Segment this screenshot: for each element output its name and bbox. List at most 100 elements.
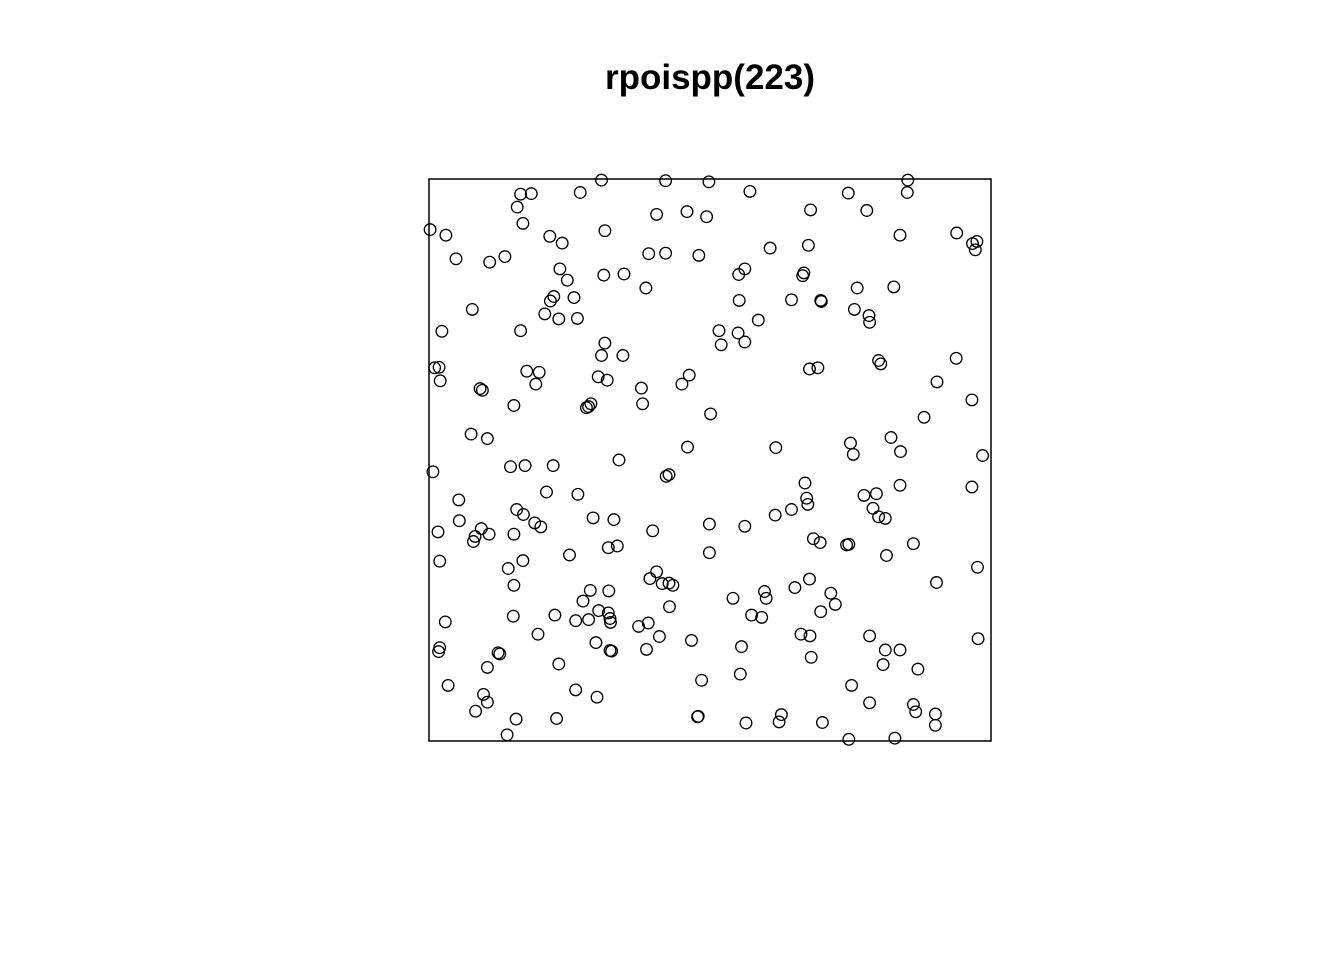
data-point <box>763 241 777 255</box>
data-point <box>514 324 528 338</box>
data-point <box>901 173 915 187</box>
data-point <box>738 335 752 349</box>
data-point <box>639 281 653 295</box>
data-point <box>552 657 566 671</box>
data-point <box>560 273 574 287</box>
data-point <box>772 715 786 729</box>
data-point <box>507 527 521 541</box>
data-point <box>659 469 673 483</box>
data-point <box>607 513 621 527</box>
data-point <box>704 407 718 421</box>
data-point <box>691 709 705 723</box>
data-point <box>726 591 740 605</box>
data-point <box>769 441 783 455</box>
data-point <box>468 529 482 543</box>
data-point <box>449 252 463 266</box>
data-point <box>869 487 883 501</box>
data-point <box>538 307 552 321</box>
data-point <box>473 382 487 396</box>
data-point <box>432 360 446 374</box>
data-point <box>824 586 838 600</box>
data-point <box>567 291 581 305</box>
data-point <box>605 644 619 658</box>
data-point <box>814 295 828 308</box>
data-point <box>743 184 757 198</box>
data-point <box>553 262 567 276</box>
data-point <box>433 374 447 388</box>
data-point <box>532 365 546 379</box>
data-point <box>592 604 606 618</box>
data-point <box>464 427 478 441</box>
data-point <box>482 527 496 541</box>
data-point <box>768 508 782 522</box>
data-point <box>797 266 811 280</box>
data-point <box>759 591 773 605</box>
data-point <box>516 554 530 568</box>
data-point <box>433 554 447 568</box>
data-point <box>529 377 543 391</box>
data-point <box>785 503 798 516</box>
data-point <box>860 204 874 217</box>
data-point <box>543 294 557 308</box>
data-point <box>507 578 521 592</box>
data-point <box>474 522 488 536</box>
data-point <box>548 608 562 622</box>
data-point <box>598 224 612 238</box>
data-point <box>569 683 583 697</box>
data-point <box>949 351 963 365</box>
data-point <box>738 519 752 533</box>
data-point <box>662 468 676 482</box>
data-point <box>702 517 716 531</box>
chart-title: rpoispp(223) <box>604 58 816 97</box>
data-point <box>857 488 871 502</box>
data-point <box>569 614 583 628</box>
data-point <box>469 704 483 718</box>
data-point <box>646 524 660 538</box>
data-point <box>598 336 612 350</box>
data-point <box>845 678 859 692</box>
data-point <box>652 630 666 643</box>
data-point <box>803 362 816 376</box>
data-point <box>428 361 442 375</box>
data-point <box>731 326 745 340</box>
data-point <box>712 324 726 338</box>
data-point <box>493 647 507 661</box>
data-point <box>675 377 689 391</box>
data-point <box>872 354 886 367</box>
data-point <box>863 315 877 329</box>
data-point <box>510 503 524 516</box>
data-point <box>642 247 656 261</box>
data-point <box>465 302 479 316</box>
data-point <box>774 708 788 722</box>
data-point <box>534 520 548 534</box>
data-point <box>640 642 653 656</box>
data-point <box>597 268 611 282</box>
data-point <box>586 511 600 525</box>
data-point <box>814 605 828 619</box>
data-point <box>893 643 907 657</box>
data-point <box>590 690 604 704</box>
data-point <box>863 629 877 643</box>
data-point <box>681 440 694 454</box>
data-point <box>971 632 985 646</box>
data-point <box>911 662 925 676</box>
data-point <box>928 707 942 721</box>
data-point <box>452 493 466 507</box>
data-point <box>480 432 494 446</box>
plot-window-frame <box>428 178 992 742</box>
data-point <box>751 313 765 327</box>
data-point <box>550 712 564 725</box>
data-point <box>801 497 815 511</box>
data-point <box>880 549 893 562</box>
data-point <box>650 207 664 221</box>
data-point <box>543 229 557 243</box>
data-point <box>909 705 923 719</box>
data-point <box>811 361 825 375</box>
data-point <box>702 175 716 189</box>
data-point <box>520 364 534 378</box>
data-point <box>733 667 747 681</box>
data-point <box>755 610 769 624</box>
data-point <box>591 370 605 384</box>
data-point <box>452 514 466 528</box>
